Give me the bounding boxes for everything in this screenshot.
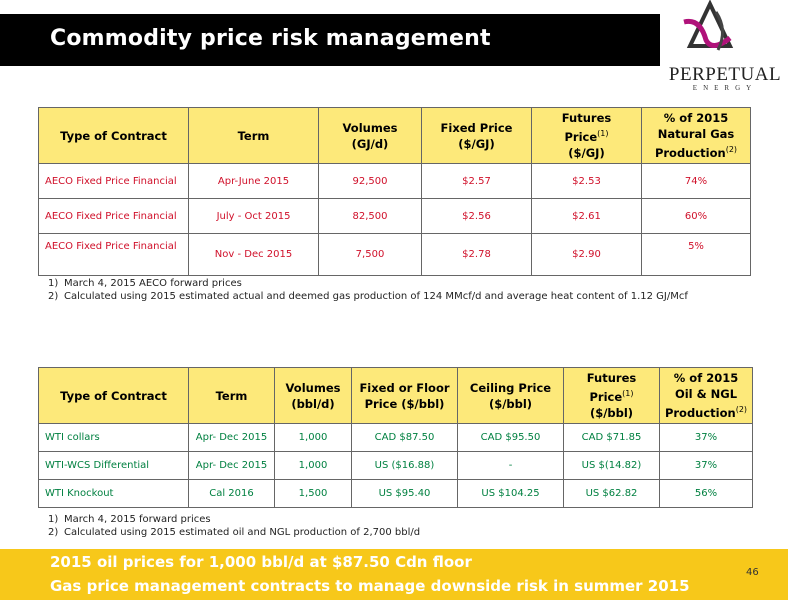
footer-line-2: Gas price management contracts to manage…	[50, 577, 690, 595]
cell-contract-type: WTI collars	[38, 423, 189, 452]
logo-name: PERPETUAL	[668, 64, 782, 85]
header-futures-price: Futures Price(1) ($/GJ)	[531, 107, 642, 164]
cell-term: Apr-June 2015	[188, 163, 319, 199]
footer-banner: 2015 oil prices for 1,000 bbl/d at $87.5…	[0, 549, 788, 600]
header-volumes: Volumes (bbl/d)	[274, 367, 352, 424]
cell-pct-production: 37%	[659, 451, 753, 480]
cell-contract-type: WTI-WCS Differential	[38, 451, 189, 480]
cell-pct-production: 74%	[641, 163, 751, 199]
cell-term: Apr- Dec 2015	[188, 451, 275, 480]
cell-floor-price: US $95.40	[351, 479, 458, 508]
cell-volumes: 1,000	[274, 451, 352, 480]
gas-contracts-table: Type of Contract Term Volumes (GJ/d) Fixe…	[38, 107, 751, 276]
cell-futures-price: CAD $71.85	[563, 423, 660, 452]
cell-ceiling-price: -	[457, 451, 564, 480]
cell-contract-type: AECO Fixed Price Financial	[38, 163, 189, 199]
header-futures-price: Futures Price(1) ($/bbl)	[563, 367, 660, 424]
header: Commodity price risk management	[0, 0, 788, 66]
gas-table-notes: 1) March 4, 2015 AECO forward prices 2) Ca…	[48, 277, 688, 303]
cell-futures-price: $2.90	[531, 233, 642, 276]
cell-pct-production: 56%	[659, 479, 753, 508]
cell-volumes: 1,500	[274, 479, 352, 508]
cell-volumes: 1,000	[274, 423, 352, 452]
cell-contract-type: AECO Fixed Price Financial	[38, 233, 189, 276]
footnote: 2) Calculated using 2015 estimated oil an…	[48, 527, 421, 538]
table-row: AECO Fixed Price Financial Apr-June 2015…	[38, 163, 751, 199]
footnote: 1) March 4, 2015 forward prices	[48, 514, 211, 525]
cell-floor-price: US ($16.88)	[351, 451, 458, 480]
cell-volumes: 82,500	[318, 198, 422, 234]
header-pct-production: % of 2015 Oil & NGL Production(2)	[659, 367, 753, 424]
header-ceiling-price: Ceiling Price ($/bbl)	[457, 367, 564, 424]
cell-term: July - Oct 2015	[188, 198, 319, 234]
header-type-of-contract: Type of Contract	[38, 107, 189, 164]
cell-contract-type: AECO Fixed Price Financial	[38, 198, 189, 234]
header-floor-price: Fixed or Floor Price ($/bbl)	[351, 367, 458, 424]
cell-pct-production: 37%	[659, 423, 753, 452]
cell-floor-price: CAD $87.50	[351, 423, 458, 452]
cell-contract-type: WTI Knockout	[38, 479, 189, 508]
oil-contracts-table: Type of Contract Term Volumes (bbl/d) Fix…	[38, 367, 753, 508]
footer-line-1: 2015 oil prices for 1,000 bbl/d at $87.5…	[50, 553, 472, 571]
cell-fixed-price: $2.78	[421, 233, 532, 276]
table-row: WTI Knockout Cal 2016 1,500 US $95.40 US…	[38, 479, 753, 508]
header-pct-production: % of 2015 Natural Gas Production(2)	[641, 107, 751, 164]
table-row: WTI collars Apr- Dec 2015 1,000 CAD $87.…	[38, 423, 753, 452]
logo-subtitle: ENERGY	[692, 84, 758, 92]
cell-futures-price: US $62.82	[563, 479, 660, 508]
header-type-of-contract: Type of Contract	[38, 367, 189, 424]
cell-pct-production: 5%	[641, 233, 751, 276]
cell-pct-production: 60%	[641, 198, 751, 234]
header-fixed-price: Fixed Price ($/GJ)	[421, 107, 532, 164]
cell-volumes: 92,500	[318, 163, 422, 199]
header-term: Term	[188, 367, 275, 424]
table-row: WTI-WCS Differential Apr- Dec 2015 1,000…	[38, 451, 753, 480]
title-bar	[0, 14, 660, 66]
oil-table-notes: 1) March 4, 2015 forward prices 2) Calcula…	[48, 513, 420, 539]
cell-term: Cal 2016	[188, 479, 275, 508]
header-term: Term	[188, 107, 319, 164]
header-volumes: Volumes (GJ/d)	[318, 107, 422, 164]
cell-ceiling-price: US $104.25	[457, 479, 564, 508]
cell-term: Nov - Dec 2015	[188, 233, 319, 276]
footnote: 1) March 4, 2015 AECO forward prices	[48, 278, 242, 289]
table-row: AECO Fixed Price Financial Nov - Dec 201…	[38, 233, 751, 276]
cell-fixed-price: $2.57	[421, 163, 532, 199]
table-header-row: Type of Contract Term Volumes (GJ/d) Fixe…	[38, 107, 751, 164]
page-title: Commodity price risk management	[50, 26, 491, 51]
cell-futures-price: $2.61	[531, 198, 642, 234]
cell-futures-price: US $(14.82)	[563, 451, 660, 480]
table-header-row: Type of Contract Term Volumes (bbl/d) Fix…	[38, 367, 753, 424]
page-number: 46	[746, 567, 759, 578]
table-row: AECO Fixed Price Financial July - Oct 20…	[38, 198, 751, 234]
cell-ceiling-price: CAD $95.50	[457, 423, 564, 452]
footnote: 2) Calculated using 2015 estimated actual…	[48, 291, 688, 302]
cell-fixed-price: $2.56	[421, 198, 532, 234]
cell-term: Apr- Dec 2015	[188, 423, 275, 452]
cell-volumes: 7,500	[318, 233, 422, 276]
perpetual-logo-icon	[683, 0, 734, 51]
cell-futures-price: $2.53	[531, 163, 642, 199]
